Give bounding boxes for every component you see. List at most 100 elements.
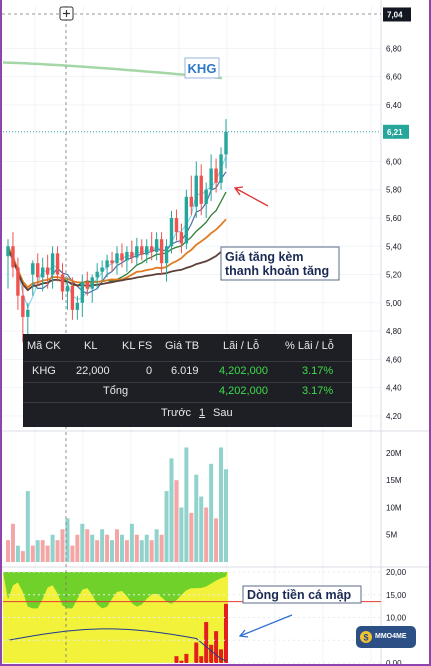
flow-red-bar <box>194 642 199 663</box>
crosshair-price-badge <box>383 7 411 22</box>
volume-bar <box>154 529 159 562</box>
cell-foreign: 0 <box>146 365 153 377</box>
price-tick-label: 6,00 <box>386 157 402 166</box>
col-foreign-header: KL FS <box>122 340 153 352</box>
flow-tick-label: 10,00 <box>386 614 407 623</box>
volume-bar <box>100 529 105 562</box>
volume-bar <box>129 523 134 562</box>
volume-bar <box>6 540 10 562</box>
brand-badge-text: MMO4ME <box>375 633 407 640</box>
total-label: Tổng <box>103 385 129 397</box>
candle-body <box>179 232 184 244</box>
volume-bar <box>40 540 45 562</box>
candle-body <box>26 309 30 317</box>
col-pl-pct-header: % Lãi / Lỗ <box>285 340 334 352</box>
volume-bar <box>209 463 214 562</box>
svg-text:$: $ <box>363 633 368 643</box>
volume-bar <box>189 512 194 562</box>
volume-tick-label: 15M <box>386 476 402 485</box>
price-tick-label: 5,80 <box>386 186 402 195</box>
table-row[interactable]: KHG 22,000 0 6.019 4,202,000 3.17% <box>23 365 352 385</box>
candle-body <box>149 246 154 252</box>
price-tick-label: 4,80 <box>386 327 402 336</box>
volume-bar <box>80 523 85 562</box>
volume-bar <box>60 529 65 562</box>
price-axis: 6,80 6,60 6,40 6,00 5,80 5,60 5,40 5,20 5,00 4,80… <box>3 7 411 666</box>
volume-bar <box>35 540 40 562</box>
price-tick-label: 4,60 <box>386 355 402 364</box>
cell-avg-price: 6.019 <box>171 365 199 377</box>
candle-body <box>174 218 179 233</box>
candle-body <box>21 295 25 317</box>
volume-tick-label: 20M <box>386 449 402 458</box>
candle-body <box>164 246 169 264</box>
candles-group <box>6 119 228 343</box>
candle-body <box>65 285 70 292</box>
price-tick-label: 6,80 <box>386 44 402 53</box>
volume-bar <box>134 534 139 562</box>
position-table: Mã CK KL KL FS Giá TB Lãi / Lỗ % Lãi / L… <box>23 334 352 427</box>
red-arrow-icon <box>233 186 269 207</box>
col-avg-price-header: Giá TB <box>165 340 200 352</box>
flow-green-area <box>3 572 227 609</box>
flow-red-bar <box>214 631 219 663</box>
volume-bar <box>45 545 50 562</box>
flow-red-bar <box>224 603 228 663</box>
flow-red-bar <box>174 656 179 663</box>
candle-body <box>50 253 55 275</box>
candle-body <box>154 239 159 252</box>
candle-body <box>110 260 114 264</box>
volume-bar <box>204 507 209 562</box>
price-tick-label: 6,60 <box>386 73 402 82</box>
cell-volume: 22,000 <box>76 365 110 377</box>
volume-bars-group <box>6 447 228 562</box>
pager-prev-button[interactable]: Trước <box>161 407 192 419</box>
pager-current-page[interactable]: 1 <box>199 407 206 419</box>
table-pager: Trước 1 Sau <box>23 407 352 427</box>
candle-body <box>75 302 80 310</box>
money-flow-group <box>3 571 381 664</box>
total-pl-pct: 3.17% <box>302 385 334 397</box>
ticker-box-label: KHG <box>188 61 217 76</box>
volume-bar <box>15 545 20 562</box>
volume-bar <box>179 507 184 562</box>
pager-next-button[interactable]: Sau <box>213 407 233 419</box>
volume-bar <box>164 491 169 562</box>
volume-bar <box>65 518 70 562</box>
candle-body <box>199 175 203 204</box>
price-tick-label: 4,20 <box>386 412 402 421</box>
volume-bar <box>25 491 30 562</box>
brand-badge: $ MMO4ME <box>356 626 416 648</box>
volume-bar <box>90 534 95 562</box>
volume-bar <box>119 534 124 562</box>
volume-bar <box>105 534 110 562</box>
volume-bar <box>20 551 25 562</box>
candle-body <box>194 175 198 207</box>
candle-body <box>95 271 99 278</box>
candle-body <box>204 189 208 204</box>
price-tick-label: 6,40 <box>386 101 402 110</box>
volume-bar <box>214 518 219 562</box>
price-note-box <box>220 246 340 281</box>
candle-body <box>60 274 65 292</box>
candle-body <box>184 196 189 244</box>
candle-body <box>90 277 94 289</box>
candle-body <box>219 154 223 183</box>
candle-body <box>105 260 109 268</box>
volume-bar <box>219 447 224 562</box>
price-tick-label: 5,60 <box>386 214 402 223</box>
flow-line <box>7 628 227 662</box>
ma-line <box>7 218 227 289</box>
candle-body <box>130 251 134 258</box>
price-tick-label: 5,20 <box>386 271 402 280</box>
price-note-line2: thanh khoản tăng <box>225 264 329 278</box>
blue-arrow-icon <box>238 614 293 638</box>
flow-tick-label: 15,00 <box>386 591 407 600</box>
flow-red-bar <box>184 653 189 663</box>
price-tick-label: 5,40 <box>386 242 402 251</box>
cell-ticker: KHG <box>32 365 56 377</box>
flow-red-bar <box>219 649 224 663</box>
crosshair-price-label: 7,04 <box>387 10 403 19</box>
volume-bar <box>85 529 90 562</box>
